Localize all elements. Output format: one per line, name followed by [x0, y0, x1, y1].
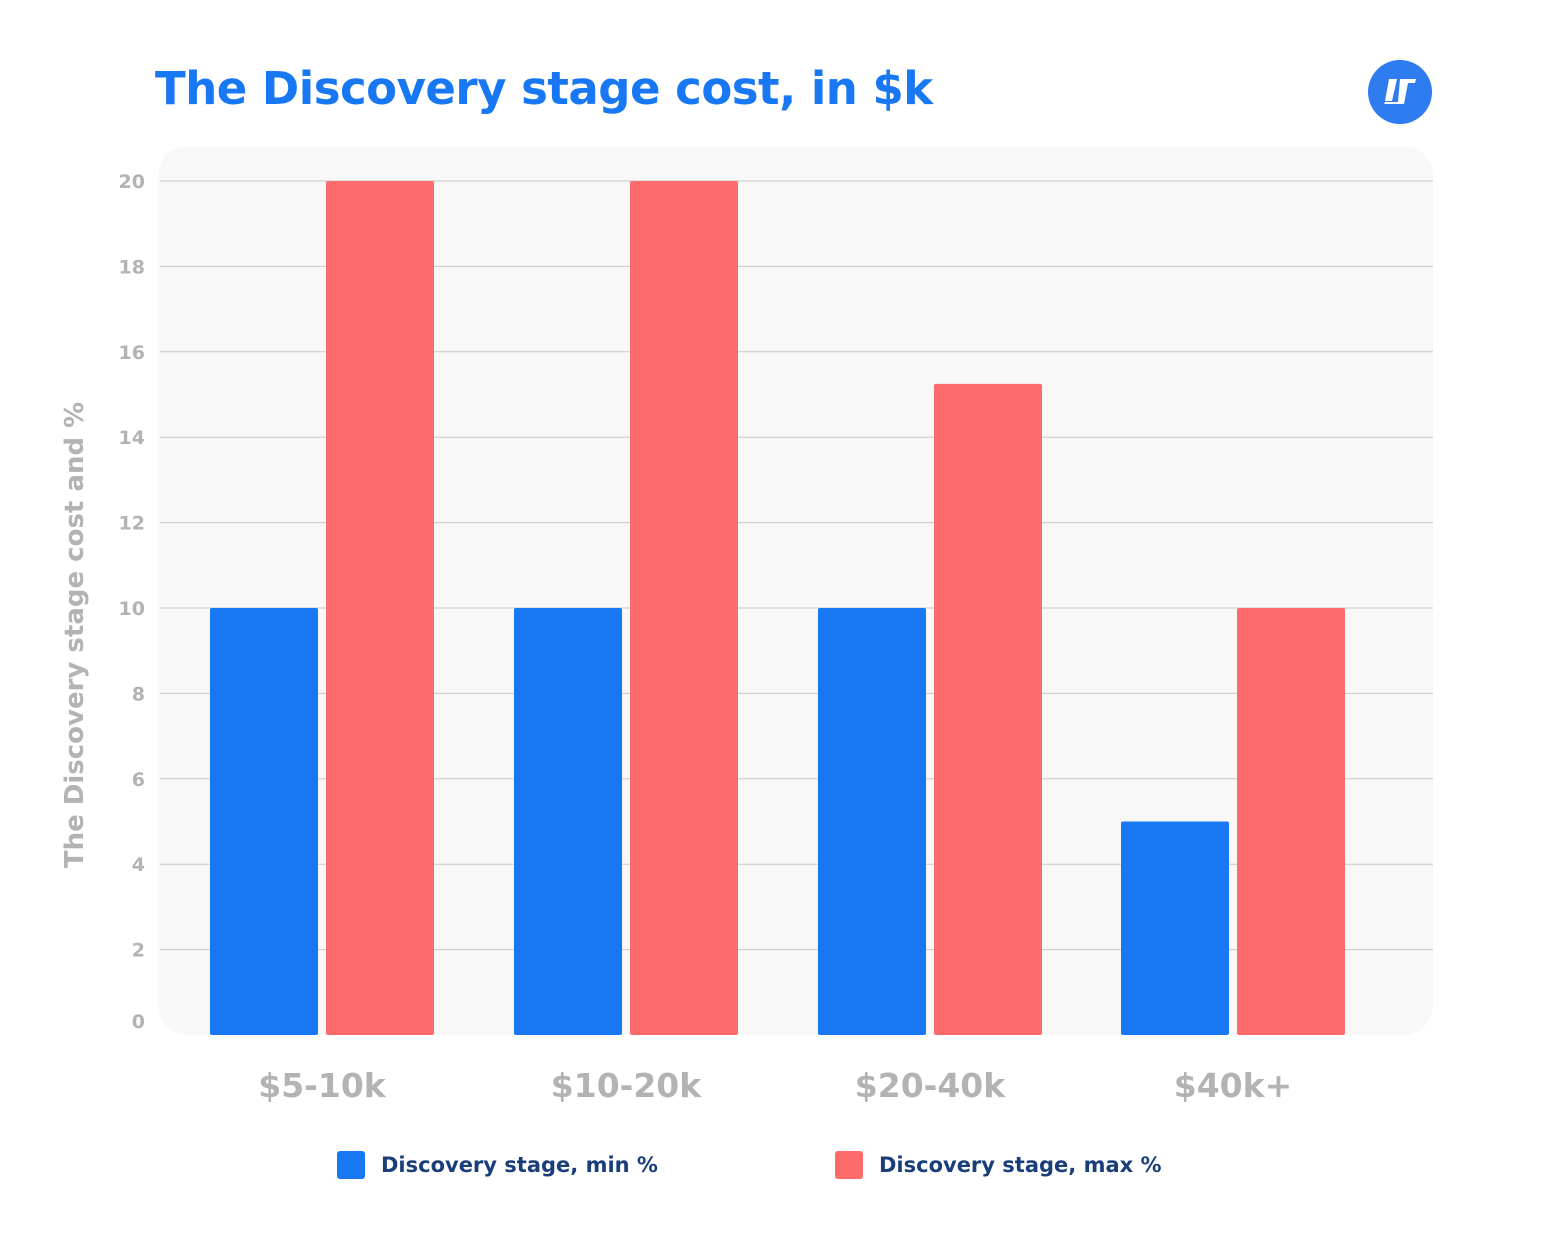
bar-min: [514, 608, 622, 1035]
bar-min: [818, 608, 926, 1035]
y-axis-label: The Discovery stage cost and %: [60, 402, 90, 868]
x-category-label: $20-40k: [855, 1066, 1007, 1105]
y-tick-label: 12: [119, 513, 145, 535]
x-category-label: $10-20k: [551, 1066, 703, 1105]
brand-logo-icon: [1368, 60, 1432, 124]
bar-min: [1121, 821, 1229, 1035]
bar-max: [1237, 608, 1345, 1035]
y-tick-label: 20: [119, 171, 145, 193]
y-tick-label: 10: [119, 598, 145, 620]
chart-title: The Discovery stage cost, in $k: [155, 62, 933, 115]
x-category-label: $40k+: [1174, 1066, 1292, 1105]
x-category-label: $5-10k: [258, 1066, 387, 1105]
legend-swatch-min: [337, 1151, 365, 1179]
plot-background: [158, 146, 1433, 1035]
legend-label-min: Discovery stage, min %: [381, 1153, 658, 1177]
y-tick-label: 14: [119, 427, 145, 449]
y-tick-label: 0: [132, 1011, 145, 1033]
bar-min: [210, 608, 318, 1035]
y-tick-label: 4: [132, 854, 145, 876]
y-tick-label: 18: [119, 256, 145, 278]
y-tick-label: 8: [132, 683, 145, 705]
bar-max: [630, 181, 738, 1035]
y-tick-label: 16: [119, 342, 145, 364]
legend-item-min: Discovery stage, min %: [337, 1151, 658, 1179]
y-tick-label: 6: [132, 769, 145, 791]
legend-swatch-max: [835, 1151, 863, 1179]
bar-max: [934, 383, 1042, 1035]
y-tick-label: 2: [132, 940, 145, 962]
legend-label-max: Discovery stage, max %: [879, 1153, 1162, 1177]
bar-max: [326, 181, 434, 1035]
legend-item-max: Discovery stage, max %: [835, 1151, 1162, 1179]
